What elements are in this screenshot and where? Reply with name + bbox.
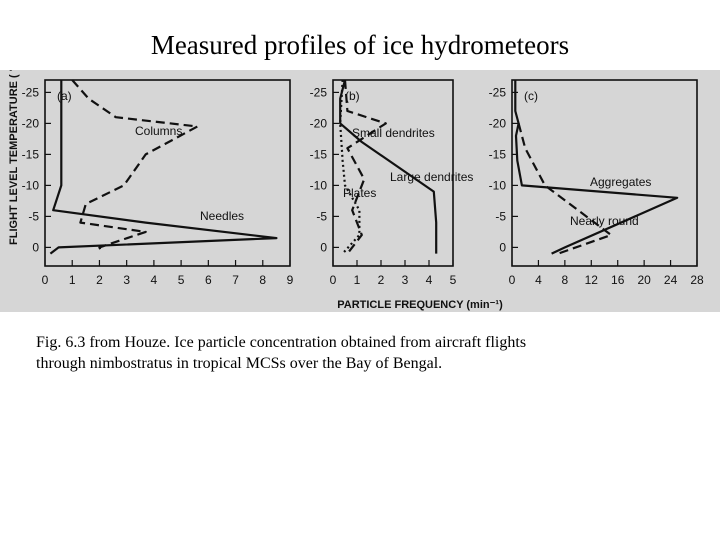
caption-line-1: Fig. 6.3 from Houze. Ice particle concen…	[36, 334, 527, 351]
caption-box: Fig. 6.3 from Houze. Ice particle concen…	[22, 314, 700, 390]
panel-label-3: (c)	[524, 89, 538, 103]
x-tick-label-2-2: 2	[378, 273, 385, 287]
x-tick-label-2-1: 1	[354, 273, 361, 287]
y-tick-label-1-5: 0	[32, 240, 39, 254]
x-tick-label-1-2: 2	[96, 273, 103, 287]
series-line-aggregates	[514, 80, 679, 255]
x-tick-label-1-3: 3	[123, 273, 130, 287]
y-tick-label-1-2: -15	[22, 147, 40, 161]
y-tick-label-1-1: -20	[22, 116, 40, 130]
series-label-aggregates: Aggregates	[590, 175, 651, 189]
x-tick-label-1-4: 4	[151, 273, 158, 287]
series-line-plates	[339, 79, 361, 255]
series-line-large-dendrites	[343, 79, 387, 255]
x-tick-label-1-5: 5	[178, 273, 185, 287]
figure-image: FLIGHT LEVEL TEMPERATURE ( °C) (a) 0 1 2 3 4 5 6…	[0, 70, 720, 312]
x-tick-label-2-3: 3	[402, 273, 409, 287]
y-tick-label-2-2: -15	[310, 147, 328, 161]
x-tick-label-1-6: 6	[205, 273, 212, 287]
series-line-nearly-round	[517, 123, 613, 255]
y-tick-label-2-3: -10	[310, 178, 328, 192]
x-tick-label-3-7: 28	[690, 273, 704, 287]
y-tick-label-3-1: -20	[489, 116, 507, 130]
slide-title: Measured profiles of ice hydrometeors	[150, 30, 570, 60]
x-tick-label-2-5: 5	[450, 273, 457, 287]
x-tick-label-1-1: 1	[69, 273, 76, 287]
x-axis-label: PARTICLE FREQUENCY (min⁻¹)	[337, 299, 503, 311]
x-tick-label-2-0: 0	[330, 273, 337, 287]
caption-line-2: through nimbostratus in tropical MCSs ov…	[36, 355, 443, 372]
x-tick-label-3-5: 20	[637, 273, 651, 287]
panel-label-1: (a)	[57, 89, 72, 103]
y-tick-label-3-3: -10	[489, 178, 507, 192]
y-tick-label-1-0: -25	[22, 85, 40, 99]
y-tick-label-3-5: 0	[499, 240, 506, 254]
series-label-columns: Columns	[135, 124, 182, 138]
figure-chart: FLIGHT LEVEL TEMPERATURE ( °C) (a)0 1 2 3 4 5 6…	[8, 70, 704, 311]
y-tick-label-2-5: 0	[320, 240, 327, 254]
x-tick-label-3-3: 12	[585, 273, 599, 287]
figure-caption: Fig. 6.3 from Houze. Ice particle concen…	[36, 332, 686, 374]
series-label-small-dendrites: Small dendrites	[352, 126, 435, 140]
x-tick-label-1-7: 7	[232, 273, 239, 287]
y-tick-label-2-1: -20	[310, 116, 328, 130]
series-line-needles	[49, 80, 278, 255]
y-tick-label-3-0: -25	[489, 85, 507, 99]
x-tick-label-3-4: 16	[611, 273, 625, 287]
x-tick-label-3-0: 0	[509, 273, 516, 287]
panel-frame-3	[511, 79, 698, 267]
x-tick-label-1-8: 8	[259, 273, 266, 287]
y-tick-label-2-4: -5	[316, 209, 327, 223]
panel-frame-1	[44, 79, 291, 267]
x-tick-label-3-2: 8	[562, 273, 569, 287]
series-line-columns	[71, 79, 199, 255]
series-line-small-dendrites	[339, 79, 438, 254]
y-axis-label: FLIGHT LEVEL TEMPERATURE ( °C)	[8, 70, 20, 245]
y-tick-label-1-3: -10	[22, 178, 40, 192]
x-tick-label-3-1: 4	[535, 273, 542, 287]
y-tick-label-1-4: -5	[28, 209, 39, 223]
series-label-nearly-round: Nearly round	[570, 214, 639, 228]
panel-frame-2	[332, 79, 454, 267]
x-tick-label-2-4: 4	[426, 273, 433, 287]
y-tick-label-3-2: -15	[489, 147, 507, 161]
panel-label-2: (b)	[345, 89, 360, 103]
y-tick-label-3-4: -5	[495, 209, 506, 223]
series-label-plates: Plates	[343, 186, 376, 200]
series-label-needles: Needles	[200, 209, 244, 223]
x-tick-label-1-0: 0	[42, 273, 49, 287]
x-tick-label-1-9: 9	[287, 273, 294, 287]
y-tick-label-2-0: -25	[310, 85, 328, 99]
x-tick-label-3-6: 24	[664, 273, 678, 287]
series-label-large-dendrites: Large dendrites	[390, 170, 473, 184]
